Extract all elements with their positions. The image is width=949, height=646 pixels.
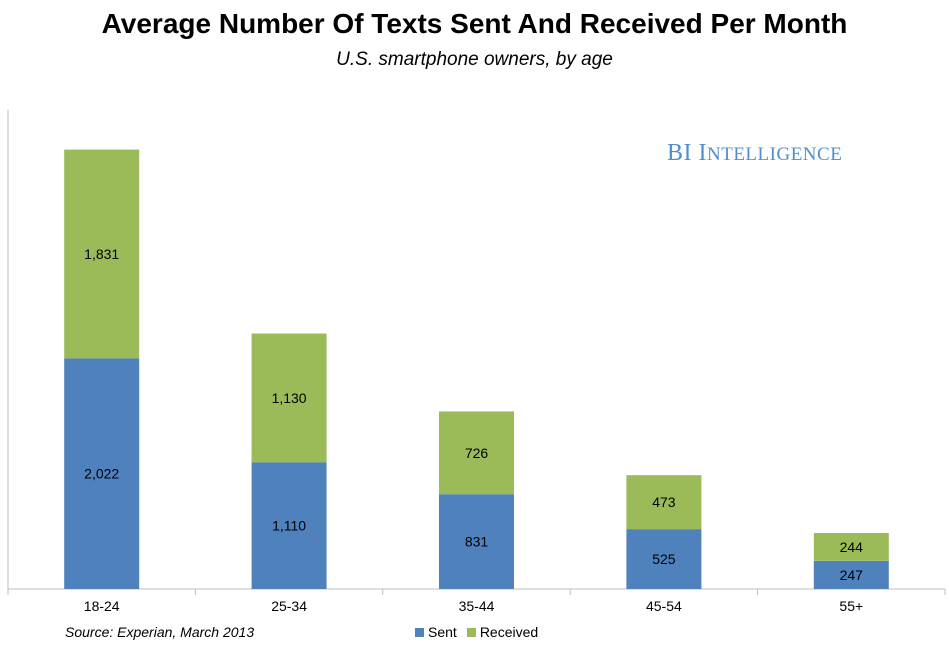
bar-received-45-54 [626, 475, 702, 530]
x-tick-label-55+: 55+ [839, 598, 863, 614]
legend-item-sent: Sent [415, 624, 457, 640]
data-label-sent-55+: 247 [840, 567, 864, 583]
bar-received-35-44 [439, 411, 514, 495]
legend-swatch-received [466, 627, 476, 637]
data-label-received-25-34: 1,130 [272, 390, 307, 406]
legend-label-sent: Sent [428, 624, 457, 640]
source-note: Source: Experian, March 2013 [65, 624, 255, 640]
bar-sent-35-44 [439, 494, 514, 589]
x-tick-label-18-24: 18-24 [84, 598, 120, 614]
legend-item-received: Received [466, 624, 539, 640]
chart-subtitle: U.S. smartphone owners, by age [336, 49, 613, 70]
chart-title: Average Number Of Texts Sent And Receive… [101, 8, 848, 39]
bar-received-55+ [813, 533, 889, 561]
bar-received-18-24 [64, 149, 140, 359]
data-label-sent-35-44: 831 [465, 534, 489, 550]
x-tick-label-35-44: 35-44 [459, 598, 495, 614]
x-tick-label-25-34: 25-34 [271, 598, 307, 614]
bar-received-25-34 [251, 333, 327, 463]
data-label-received-18-24: 1,831 [84, 246, 119, 262]
data-label-received-35-44: 726 [465, 445, 489, 461]
data-label-sent-25-34: 1,110 [272, 518, 306, 534]
bar-sent-45-54 [626, 529, 702, 589]
legend-swatch-sent [415, 627, 424, 637]
x-tick-label-45-54: 45-54 [646, 598, 682, 614]
data-label-received-45-54: 473 [652, 494, 676, 510]
legend-label-received: Received [479, 624, 539, 640]
legend: Sent Received [415, 624, 548, 640]
data-label-sent-45-54: 525 [652, 551, 676, 567]
brand-part2-initial: I [698, 140, 707, 166]
data-label-sent-18-24: 2,022 [84, 466, 119, 482]
bar-sent-55+ [813, 560, 889, 589]
bi-intelligence-logo: BI INTELLIGENCE [667, 140, 842, 167]
data-label-received-55+: 244 [840, 539, 864, 555]
bar-sent-25-34 [251, 462, 327, 589]
brand-part2-rest: NTELLIGENCE [707, 144, 843, 165]
bar-sent-18-24 [64, 358, 140, 589]
brand-part1: BI [667, 140, 692, 166]
